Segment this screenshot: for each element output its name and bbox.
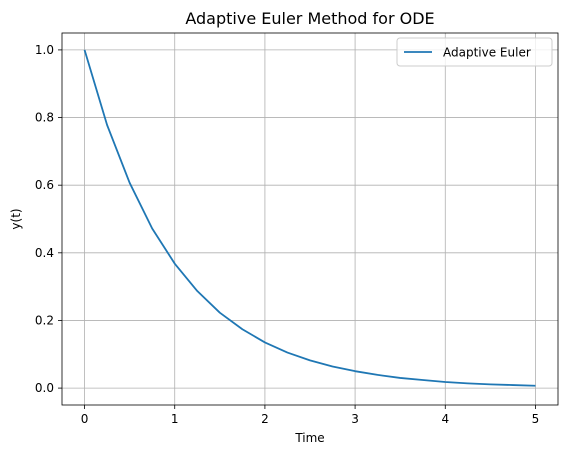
y-tick-label: 0.0 <box>35 381 54 395</box>
x-tick-label: 3 <box>351 412 359 426</box>
y-axis-label: y(t) <box>9 208 23 229</box>
y-tick-label: 0.6 <box>35 178 54 192</box>
x-tick-label: 2 <box>261 412 269 426</box>
chart-title: Adaptive Euler Method for ODE <box>185 9 434 28</box>
x-axis-label: Time <box>294 431 324 445</box>
y-tick-label: 0.4 <box>35 246 54 260</box>
legend: Adaptive Euler <box>396 37 553 67</box>
y-tick-label: 0.2 <box>35 313 54 327</box>
y-tick-label: 0.8 <box>35 111 54 125</box>
y-tick-label: 1.0 <box>35 43 54 57</box>
plot-frame <box>61 32 559 406</box>
series-line-adaptive-euler <box>83 49 536 387</box>
grid <box>62 33 558 405</box>
x-tick-label: 1 <box>171 412 179 426</box>
legend-box <box>396 37 553 67</box>
ticks: 0 1 2 3 4 5 0.0 0.2 0.4 0.6 0.8 1.0 <box>35 43 539 426</box>
legend-label-adaptive-euler: Adaptive Euler <box>443 46 531 60</box>
x-tick-label: 0 <box>81 412 89 426</box>
x-tick-label: 4 <box>441 412 449 426</box>
x-tick-label: 5 <box>532 412 540 426</box>
series-layer <box>83 49 536 387</box>
